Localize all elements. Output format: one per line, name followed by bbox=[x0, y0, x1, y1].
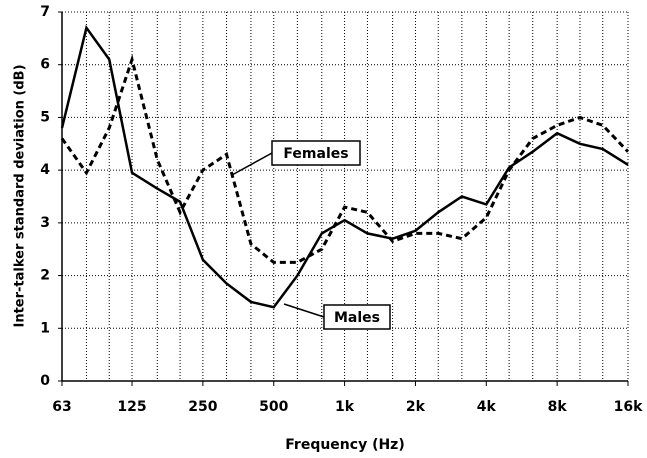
y-tick-label: 5 bbox=[40, 109, 50, 125]
data-line bbox=[60, 24, 629, 309]
callout-arrow bbox=[231, 152, 273, 176]
y-tick-label: 6 bbox=[40, 57, 50, 73]
y-tick-label: 3 bbox=[40, 215, 50, 231]
series-label: Males bbox=[334, 310, 380, 326]
y-axis-title: Inter-talker standard deviation (dB) bbox=[13, 64, 28, 327]
y-tick-label: 4 bbox=[40, 162, 50, 178]
x-tick-label: 4k bbox=[477, 399, 497, 415]
x-tick-label: 125 bbox=[117, 399, 146, 415]
x-tick-label: 2k bbox=[406, 399, 426, 415]
x-tick-label: 16k bbox=[614, 399, 643, 415]
x-axis-title: Frequency (Hz) bbox=[285, 437, 404, 453]
data-line bbox=[60, 54, 630, 264]
series-label: Females bbox=[283, 146, 348, 162]
y-tick-label: 1 bbox=[40, 320, 50, 336]
callout-arrow bbox=[283, 303, 325, 318]
callout-box bbox=[323, 304, 391, 330]
y-tick-label: 2 bbox=[40, 268, 50, 284]
y-tick-label: 7 bbox=[40, 4, 50, 20]
callout-box bbox=[271, 140, 361, 166]
x-tick-label: 63 bbox=[52, 399, 71, 415]
x-tick-label: 1k bbox=[335, 399, 355, 415]
x-tick-label: 250 bbox=[188, 399, 217, 415]
y-tick-label: 0 bbox=[40, 373, 50, 389]
x-tick-label: 500 bbox=[259, 399, 288, 415]
x-tick-label: 8k bbox=[548, 399, 568, 415]
